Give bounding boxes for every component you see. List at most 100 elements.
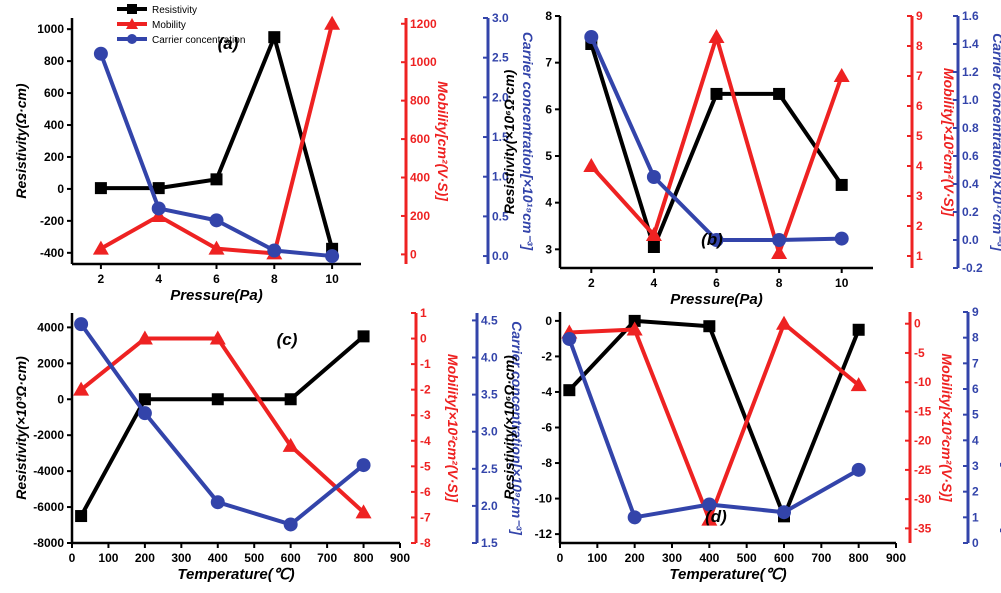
y-right2-tick-label: 3.5 — [481, 388, 498, 402]
x-tick-label: 900 — [390, 551, 410, 565]
data-point-square — [94, 182, 107, 195]
y-right2-tick-label: 9 — [972, 305, 979, 319]
data-point-triangle — [771, 245, 788, 259]
y-right1-tick-label: 200 — [410, 209, 430, 223]
y-right2-tick-label: 1.6 — [962, 9, 979, 23]
data-point-square — [138, 393, 151, 406]
data-point-circle — [851, 462, 866, 477]
data-point-square — [703, 320, 716, 333]
data-point-square — [152, 182, 165, 195]
data-point-circle — [267, 243, 282, 258]
y-right2-tick-label: 6 — [972, 382, 979, 396]
x-tick-label: 0 — [557, 551, 564, 565]
data-point-triangle — [282, 437, 299, 452]
y-right1-axis-title: Mobility[cm²(V·S)] — [435, 81, 451, 202]
legend-label: Mobility — [152, 20, 186, 31]
data-point-triangle — [833, 68, 850, 82]
data-point-triangle — [626, 321, 643, 336]
legend-label: Resistivity — [152, 5, 197, 16]
y-right2-tick-label: 0 — [972, 536, 979, 550]
x-tick-label: 700 — [317, 551, 337, 565]
y-left-tick-label: 8 — [545, 9, 552, 23]
y-right2-tick-label: 0.4 — [962, 177, 979, 191]
x-tick-label: 100 — [98, 551, 118, 565]
data-point-circle — [777, 505, 791, 520]
data-point-circle — [209, 213, 224, 228]
data-point-circle — [93, 46, 108, 61]
y-left-tick-label: -400 — [40, 246, 64, 260]
x-tick-label: 4 — [651, 276, 658, 290]
data-point-triangle — [645, 227, 662, 241]
data-point-triangle — [708, 29, 725, 43]
y-right1-tick-label: -20 — [914, 434, 932, 448]
y-right1-tick-label: -25 — [914, 463, 932, 477]
y-right1-tick-label: 1000 — [410, 55, 437, 69]
data-point-square — [75, 510, 88, 523]
y-left-tick-label: 0 — [545, 314, 552, 328]
y-right1-tick-label: 4 — [916, 159, 923, 173]
x-tick-label: 500 — [737, 551, 757, 565]
data-point-square — [210, 173, 223, 186]
y-left-tick-label: 1000 — [37, 22, 64, 36]
data-point-square — [357, 330, 370, 343]
series-line-right1 — [569, 321, 860, 522]
legend-marker-square — [127, 4, 137, 14]
data-point-square — [710, 87, 723, 100]
y-right2-tick-label: 3.0 — [481, 425, 498, 439]
series-line-left — [79, 334, 365, 518]
y-left-tick-label: 6 — [545, 102, 552, 116]
y-right2-tick-label: 0.0 — [962, 233, 979, 247]
y-right1-axis-title: Mobility[×10²cm²(V·S)] — [445, 354, 461, 504]
y-left-tick-label: 400 — [44, 118, 64, 132]
y-right1-tick-label: -3 — [420, 408, 431, 422]
data-point-square — [284, 393, 297, 406]
data-point-triangle — [208, 240, 225, 255]
series-line-right2 — [567, 338, 860, 520]
y-left-tick-label: -2000 — [33, 428, 64, 442]
y-left-tick-label: -8 — [541, 456, 552, 470]
y-left-tick-label: -8000 — [33, 536, 64, 550]
y-left-tick-label: 0 — [57, 182, 64, 196]
y-right2-tick-label: 8 — [972, 331, 979, 345]
y-right1-tick-label: 0 — [914, 317, 921, 331]
y-right1-tick-label: 1200 — [410, 17, 437, 31]
panel-label: (c) — [277, 330, 298, 349]
series-line-right1 — [589, 35, 844, 255]
y-right1-tick-label: 5 — [916, 129, 923, 143]
data-point-triangle — [209, 330, 226, 345]
y-left-tick-label: 2000 — [37, 356, 64, 370]
y-left-tick-label: -10 — [535, 492, 553, 506]
y-right1-tick-label: 8 — [916, 39, 923, 53]
y-right2-tick-label: 1.0 — [492, 170, 509, 184]
chart-panel-4: 0 100 200 300 400 500 600 700 800 900Temperature(… — [501, 305, 1001, 583]
y-left-tick-label: -2 — [541, 349, 552, 363]
y-right1-tick-label: 800 — [410, 94, 430, 108]
data-point-square — [647, 241, 660, 253]
data-point-circle — [562, 331, 577, 346]
y-right2-tick-label: 2.5 — [492, 51, 509, 65]
data-point-triangle — [136, 330, 153, 345]
y-right2-tick-label: 1.4 — [962, 37, 979, 51]
y-right2-tick-label: 2 — [972, 485, 979, 499]
y-left-axis-title: Resistivity(×10⁶Ω·cm) — [501, 355, 517, 500]
y-left-tick-label: 4 — [545, 196, 552, 210]
legend-marker-triangle — [126, 18, 138, 29]
y-right1-tick-label: -35 — [914, 521, 932, 535]
data-point-circle — [74, 317, 89, 332]
x-tick-label: 400 — [208, 551, 228, 565]
y-left-tick-label: 7 — [545, 56, 552, 70]
y-right1-tick-label: 1 — [916, 249, 923, 263]
data-point-square — [211, 393, 224, 406]
x-tick-label: 2 — [98, 272, 105, 286]
y-right1-tick-label: -10 — [914, 375, 932, 389]
chart-panel-3: 0 100 200 300 400 500 600 700 800 900Temperature(… — [13, 306, 525, 583]
y-left-tick-label: 0 — [57, 392, 64, 406]
x-tick-label: 2 — [588, 276, 595, 290]
y-right2-tick-label: 2.0 — [492, 90, 509, 104]
y-left-tick-label: -6000 — [33, 500, 64, 514]
legend-label: Carrier concentration — [152, 35, 245, 46]
series-line-left — [589, 43, 844, 249]
y-right2-tick-label: 0.6 — [962, 149, 979, 163]
y-right1-tick-label: 3 — [916, 189, 923, 203]
